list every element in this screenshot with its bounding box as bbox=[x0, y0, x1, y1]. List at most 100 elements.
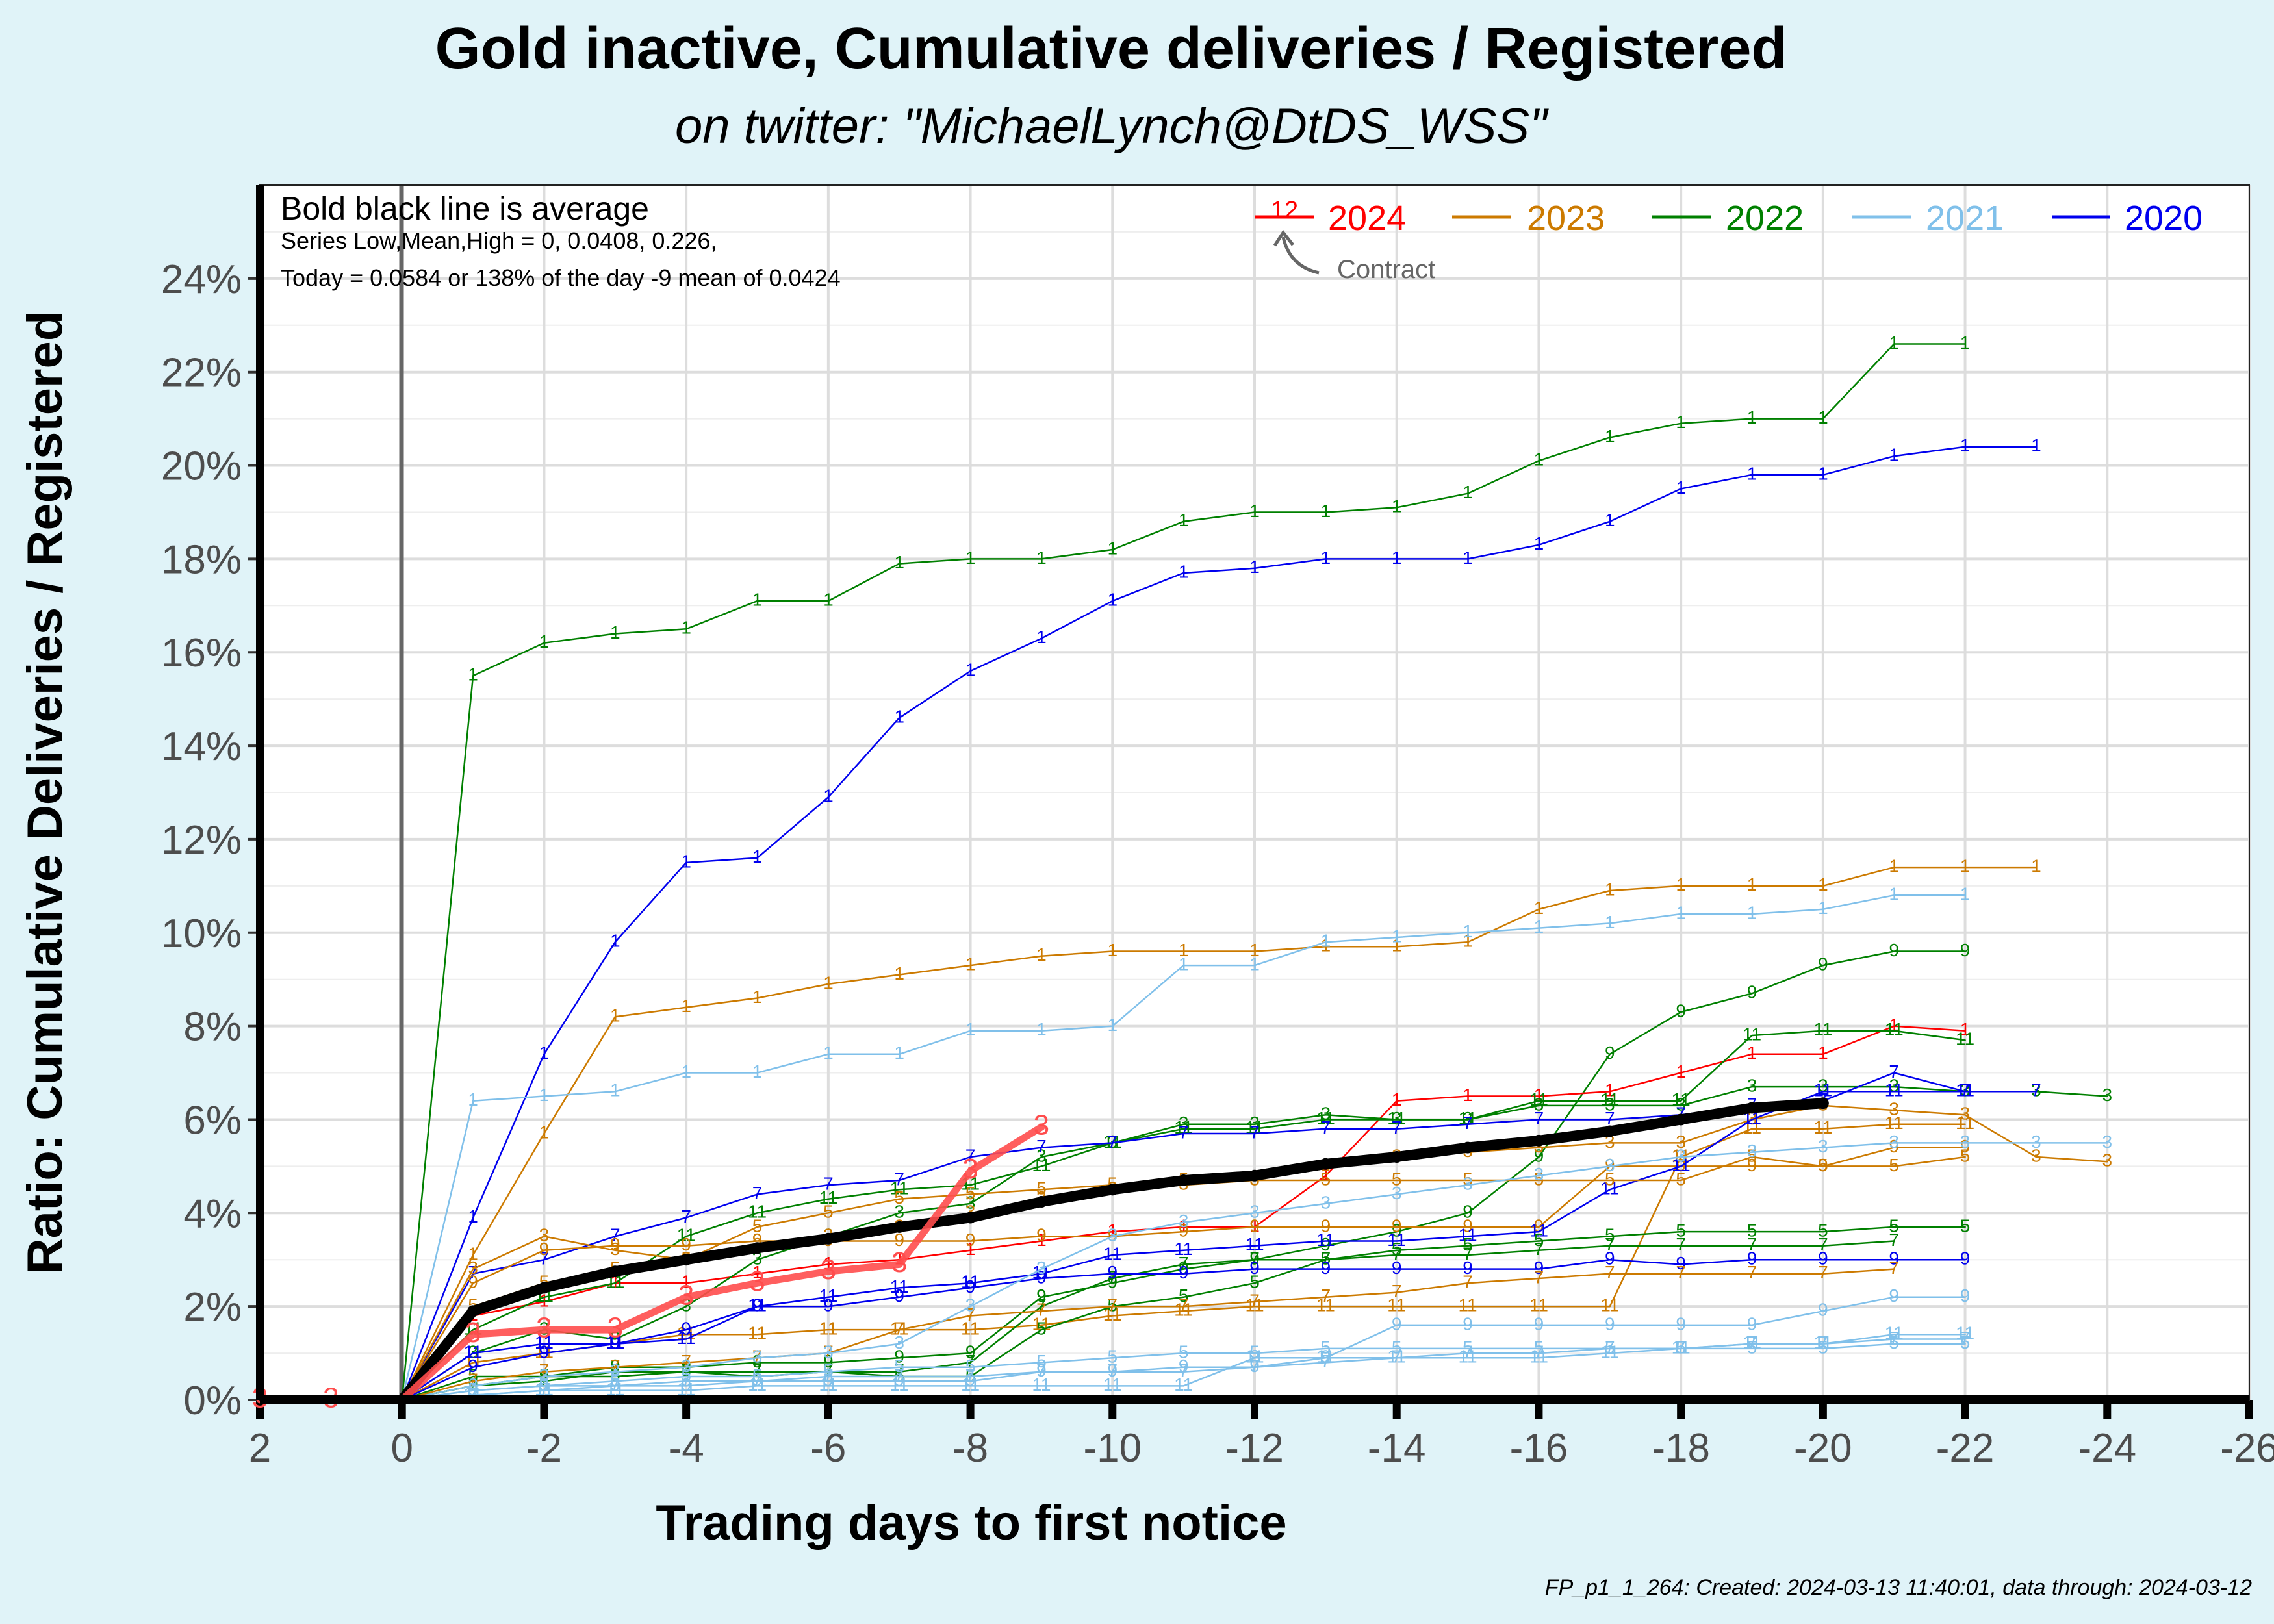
series-point-label: 1 bbox=[1321, 501, 1331, 521]
series-point-label: 1 bbox=[1463, 548, 1473, 568]
series-point-label: 9 bbox=[1534, 1145, 1544, 1165]
x-tick-label: -6 bbox=[810, 1426, 846, 1471]
series-point-label: 1 bbox=[1960, 884, 1971, 904]
series-point-label: 1 bbox=[539, 631, 550, 652]
series-point-label: 3 bbox=[1676, 1132, 1686, 1152]
series-point-label: 11 bbox=[1529, 1220, 1548, 1240]
series-point-label: 1 bbox=[681, 618, 691, 638]
legend: 12 2024 2023 2022 2021 2020 Contract bbox=[1255, 197, 2203, 284]
series-point-label: 1 bbox=[1534, 1085, 1544, 1105]
series-point-label: 3 bbox=[1889, 1098, 1899, 1119]
series-point-label: 1 bbox=[965, 659, 976, 679]
series-point-label: 7 bbox=[752, 1360, 763, 1380]
series-point-label: 11 bbox=[1885, 1080, 1904, 1100]
series-point-label: 11 bbox=[819, 1286, 837, 1306]
series-point-label: 1 bbox=[965, 548, 976, 568]
x-tick-label: -16 bbox=[1510, 1426, 1568, 1471]
series-point-label: 11 bbox=[1813, 1080, 1832, 1100]
series-point-label: 5 bbox=[610, 1370, 620, 1390]
series-point-label: 1 bbox=[1605, 912, 1615, 932]
series-point-label: 11 bbox=[748, 1323, 767, 1343]
series-point-label: 7 bbox=[539, 1360, 550, 1380]
series-point-label: 7 bbox=[1107, 1295, 1118, 1315]
series-point-label: 9 bbox=[894, 1230, 904, 1250]
series-point-label: 9 bbox=[1747, 1313, 1757, 1334]
series-point-label: 1 bbox=[610, 1006, 620, 1026]
series-2020-9: 9 9 9 9 9 9 9 9 9 9 9 9 9 9 9 9 9 9 9 9 9 9 bbox=[401, 1249, 1970, 1401]
series-point-label: 1 bbox=[1676, 412, 1686, 432]
series-point-label: 5 bbox=[1676, 1337, 1686, 1357]
series-point bbox=[1106, 1184, 1119, 1196]
series-point-label: 5 bbox=[1889, 1332, 1899, 1352]
series-point-label: 7 bbox=[894, 1319, 904, 1339]
series-point-label: 3 bbox=[678, 1279, 694, 1311]
series-point-label: 9 bbox=[1818, 954, 1828, 974]
series-point-label: 1 bbox=[1321, 931, 1331, 951]
series-point-label: 7 bbox=[1960, 1080, 1971, 1100]
series-point-label: 11 bbox=[1316, 1295, 1335, 1315]
series-point-label: 7 bbox=[681, 1360, 691, 1380]
series-point-label: 7 bbox=[1960, 1328, 1971, 1348]
series-point-label: 1 bbox=[1179, 561, 1189, 581]
series-point-label: 9 bbox=[468, 1272, 478, 1292]
series-point bbox=[822, 1232, 834, 1245]
series-point-label: 7 bbox=[1534, 1341, 1544, 1362]
series-point-label: 7 bbox=[1036, 1360, 1047, 1380]
series-point-label: 7 bbox=[468, 1375, 478, 1395]
series-point-label: 7 bbox=[610, 1225, 620, 1245]
series-point-label: 9 bbox=[1179, 1220, 1189, 1240]
x-tick-label: -24 bbox=[2078, 1426, 2136, 1471]
series-point-label: 7 bbox=[965, 1351, 976, 1371]
series-point-label: 11 bbox=[819, 1319, 837, 1339]
series-point-label: 11 bbox=[1813, 1117, 1832, 1137]
series-point-label: 3 bbox=[894, 1332, 904, 1352]
series-point-label: 9 bbox=[1392, 1313, 1402, 1334]
series-point-label: 7 bbox=[752, 1370, 763, 1390]
series-line bbox=[401, 950, 1966, 1401]
series-point bbox=[1249, 1169, 1260, 1182]
series-point-label: 9 bbox=[610, 1332, 620, 1352]
series-line bbox=[401, 1240, 1895, 1401]
series-point-label: 11 bbox=[1387, 1108, 1406, 1128]
series-point-label: 11 bbox=[1387, 1347, 1406, 1367]
series-point-label: 9 bbox=[1818, 1155, 1828, 1175]
annotation-today-stats: Today = 0.0584 or 138% of the day -9 mea… bbox=[281, 264, 841, 291]
series-point-label: 1 bbox=[1392, 1089, 1402, 1110]
series-point-label: 1 bbox=[752, 1061, 763, 1082]
series-line bbox=[401, 894, 1966, 1401]
series-point-label: 7 bbox=[1321, 1351, 1331, 1371]
series-point-label: 1 bbox=[1107, 538, 1118, 558]
series-point-label: 5 bbox=[1534, 1337, 1544, 1357]
series-point-label: 9 bbox=[823, 1370, 834, 1390]
series-point-label: 9 bbox=[1605, 1313, 1615, 1334]
series-point-label: 11 bbox=[1245, 1295, 1264, 1315]
series-2022-9: 9 9 9 9 9 9 9 9 9 9 9 9 9 9 9 9 9 9 9 9 9 9 bbox=[401, 940, 1970, 1401]
series-point-label: 1 bbox=[1747, 463, 1757, 483]
series-point-label: 11 bbox=[1387, 1295, 1406, 1315]
series-point-label: 9 bbox=[1463, 1258, 1473, 1278]
series-point-label: 7 bbox=[1107, 1360, 1118, 1380]
series-point-label: 7 bbox=[2031, 1080, 2041, 1100]
series-point-label: 9 bbox=[1605, 1043, 1615, 1063]
series-point-label: 9 bbox=[1392, 1258, 1402, 1278]
series-point-label: 5 bbox=[1960, 1215, 1971, 1236]
y-tick-label: 22% bbox=[161, 351, 242, 396]
x-tick-label: -8 bbox=[952, 1426, 988, 1471]
series-point-label: 9 bbox=[1249, 1258, 1260, 1278]
x-tick-label: -2 bbox=[526, 1426, 562, 1471]
series-point-label: 5 bbox=[823, 1202, 834, 1222]
legend-label-2020: 2020 bbox=[2125, 199, 2203, 238]
series-point-label: 5 bbox=[1392, 1169, 1402, 1189]
series-point-label: 1 bbox=[1321, 548, 1331, 568]
series-point-label: 5 bbox=[823, 1360, 834, 1380]
series-point-label: 5 bbox=[965, 1183, 976, 1203]
series-point-label: 9 bbox=[681, 1319, 691, 1339]
series-2021-9: 9 9 9 9 9 9 9 9 9 9 9 9 99 9 9 9 9 999 9 bbox=[401, 1286, 1970, 1401]
series-point-label: 9 bbox=[468, 1375, 478, 1395]
series-point-label: 9 bbox=[1036, 1286, 1047, 1306]
legend-label-2022: 2022 bbox=[1726, 199, 1804, 238]
series-point-label: 7 bbox=[1249, 1290, 1260, 1310]
